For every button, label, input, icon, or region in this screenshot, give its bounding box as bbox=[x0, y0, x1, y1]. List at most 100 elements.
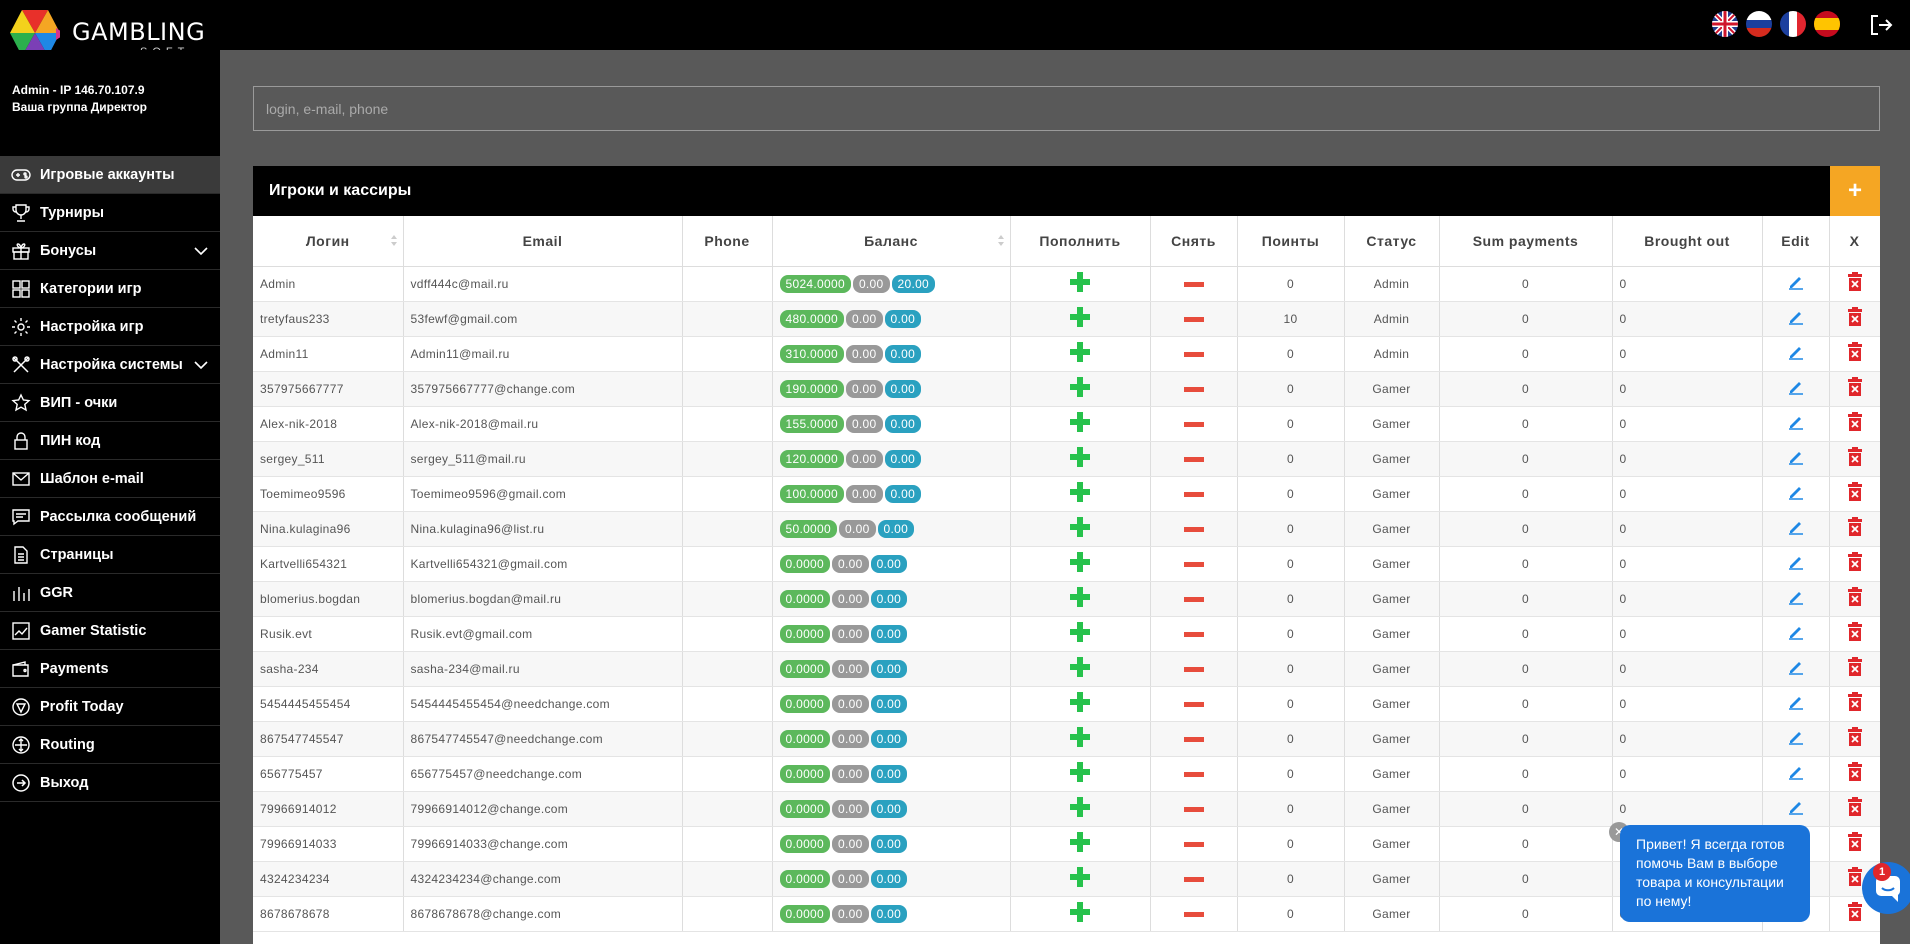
deposit-plus-icon[interactable] bbox=[1070, 307, 1090, 327]
add-player-button[interactable]: + bbox=[1830, 166, 1880, 216]
trash-icon[interactable] bbox=[1847, 377, 1863, 400]
trash-icon[interactable] bbox=[1847, 587, 1863, 610]
flag-fr-icon[interactable] bbox=[1780, 11, 1806, 37]
sidebar-item-exit[interactable]: Выход bbox=[0, 764, 220, 802]
deposit-plus-icon[interactable] bbox=[1070, 342, 1090, 362]
deposit-plus-icon[interactable] bbox=[1070, 412, 1090, 432]
withdraw-minus-icon[interactable] bbox=[1183, 386, 1204, 392]
pencil-icon[interactable] bbox=[1787, 592, 1805, 609]
flag-uk-icon[interactable] bbox=[1712, 11, 1738, 37]
withdraw-minus-icon[interactable] bbox=[1183, 876, 1204, 882]
deposit-plus-icon[interactable] bbox=[1070, 867, 1090, 887]
pencil-icon[interactable] bbox=[1787, 312, 1805, 329]
withdraw-minus-icon[interactable] bbox=[1183, 421, 1204, 427]
flag-ru-icon[interactable] bbox=[1746, 11, 1772, 37]
trash-icon[interactable] bbox=[1847, 552, 1863, 575]
deposit-plus-icon[interactable] bbox=[1070, 587, 1090, 607]
trash-icon[interactable] bbox=[1847, 727, 1863, 750]
withdraw-minus-icon[interactable] bbox=[1183, 456, 1204, 462]
pencil-icon[interactable] bbox=[1787, 347, 1805, 364]
pencil-icon[interactable] bbox=[1787, 802, 1805, 819]
pencil-icon[interactable] bbox=[1787, 662, 1805, 679]
withdraw-minus-icon[interactable] bbox=[1183, 281, 1204, 287]
trash-icon[interactable] bbox=[1847, 412, 1863, 435]
withdraw-minus-icon[interactable] bbox=[1183, 351, 1204, 357]
trash-icon[interactable] bbox=[1847, 797, 1863, 820]
sidebar-item-payments[interactable]: Payments bbox=[0, 650, 220, 688]
sidebar-item-messaging[interactable]: Рассылка сообщений bbox=[0, 498, 220, 536]
sidebar-item-email-template[interactable]: Шаблон e-mail bbox=[0, 460, 220, 498]
withdraw-minus-icon[interactable] bbox=[1183, 771, 1204, 777]
sidebar-item-pin-code[interactable]: ПИН код bbox=[0, 422, 220, 460]
trash-icon[interactable] bbox=[1847, 622, 1863, 645]
chat-message[interactable]: Привет! Я всегда готов помочь Вам в выбо… bbox=[1620, 825, 1810, 922]
column-login[interactable]: Логин bbox=[253, 216, 404, 267]
trash-icon[interactable] bbox=[1847, 657, 1863, 680]
deposit-plus-icon[interactable] bbox=[1070, 552, 1090, 572]
sidebar-item-game-settings[interactable]: Настройка игр bbox=[0, 308, 220, 346]
pencil-icon[interactable] bbox=[1787, 277, 1805, 294]
pencil-icon[interactable] bbox=[1787, 732, 1805, 749]
deposit-plus-icon[interactable] bbox=[1070, 517, 1090, 537]
deposit-plus-icon[interactable] bbox=[1070, 902, 1090, 922]
deposit-plus-icon[interactable] bbox=[1070, 377, 1090, 397]
pencil-icon[interactable] bbox=[1787, 452, 1805, 469]
withdraw-minus-icon[interactable] bbox=[1183, 631, 1204, 637]
sidebar-item-routing[interactable]: Routing bbox=[0, 726, 220, 764]
withdraw-minus-icon[interactable] bbox=[1183, 806, 1204, 812]
sidebar-item-game-categories[interactable]: Категории игр bbox=[0, 270, 220, 308]
pencil-icon[interactable] bbox=[1787, 557, 1805, 574]
column-phone[interactable]: Phone bbox=[682, 216, 773, 267]
trash-icon[interactable] bbox=[1847, 902, 1863, 925]
deposit-plus-icon[interactable] bbox=[1070, 482, 1090, 502]
withdraw-minus-icon[interactable] bbox=[1183, 596, 1204, 602]
withdraw-minus-icon[interactable] bbox=[1183, 666, 1204, 672]
withdraw-minus-icon[interactable] bbox=[1183, 491, 1204, 497]
sidebar-item-tournaments[interactable]: Турниры bbox=[0, 194, 220, 232]
sidebar-item-game-accounts[interactable]: Игровые аккаунты bbox=[0, 156, 220, 194]
pencil-icon[interactable] bbox=[1787, 522, 1805, 539]
deposit-plus-icon[interactable] bbox=[1070, 692, 1090, 712]
pencil-icon[interactable] bbox=[1787, 417, 1805, 434]
withdraw-minus-icon[interactable] bbox=[1183, 911, 1204, 917]
trash-icon[interactable] bbox=[1847, 272, 1863, 295]
trash-icon[interactable] bbox=[1847, 517, 1863, 540]
column-email[interactable]: Email bbox=[403, 216, 683, 267]
trash-icon[interactable] bbox=[1847, 867, 1863, 890]
pencil-icon[interactable] bbox=[1787, 697, 1805, 714]
trash-icon[interactable] bbox=[1847, 307, 1863, 330]
pencil-icon[interactable] bbox=[1787, 382, 1805, 399]
chevron-down-icon[interactable] bbox=[194, 358, 208, 374]
deposit-plus-icon[interactable] bbox=[1070, 622, 1090, 642]
withdraw-minus-icon[interactable] bbox=[1183, 701, 1204, 707]
deposit-plus-icon[interactable] bbox=[1070, 832, 1090, 852]
withdraw-minus-icon[interactable] bbox=[1183, 561, 1204, 567]
deposit-plus-icon[interactable] bbox=[1070, 762, 1090, 782]
withdraw-minus-icon[interactable] bbox=[1183, 841, 1204, 847]
withdraw-minus-icon[interactable] bbox=[1183, 736, 1204, 742]
deposit-plus-icon[interactable] bbox=[1070, 272, 1090, 292]
search-input[interactable] bbox=[253, 86, 1880, 131]
trash-icon[interactable] bbox=[1847, 342, 1863, 365]
pencil-icon[interactable] bbox=[1787, 767, 1805, 784]
sidebar-item-bonuses[interactable]: Бонусы bbox=[0, 232, 220, 270]
withdraw-minus-icon[interactable] bbox=[1183, 316, 1204, 322]
deposit-plus-icon[interactable] bbox=[1070, 657, 1090, 677]
trash-icon[interactable] bbox=[1847, 832, 1863, 855]
pencil-icon[interactable] bbox=[1787, 487, 1805, 504]
deposit-plus-icon[interactable] bbox=[1070, 797, 1090, 817]
trash-icon[interactable] bbox=[1847, 447, 1863, 470]
sidebar-item-ggr[interactable]: GGR bbox=[0, 574, 220, 612]
chevron-down-icon[interactable] bbox=[194, 244, 208, 260]
column-balance[interactable]: Баланс bbox=[772, 216, 1011, 267]
sidebar-item-pages[interactable]: Страницы bbox=[0, 536, 220, 574]
pencil-icon[interactable] bbox=[1787, 627, 1805, 644]
trash-icon[interactable] bbox=[1847, 762, 1863, 785]
flag-es-icon[interactable] bbox=[1814, 11, 1840, 37]
sidebar-item-system-settings[interactable]: Настройка системы bbox=[0, 346, 220, 384]
withdraw-minus-icon[interactable] bbox=[1183, 526, 1204, 532]
deposit-plus-icon[interactable] bbox=[1070, 727, 1090, 747]
logout-icon[interactable] bbox=[1868, 12, 1894, 38]
sidebar-item-profit-today[interactable]: Profit Today bbox=[0, 688, 220, 726]
trash-icon[interactable] bbox=[1847, 692, 1863, 715]
